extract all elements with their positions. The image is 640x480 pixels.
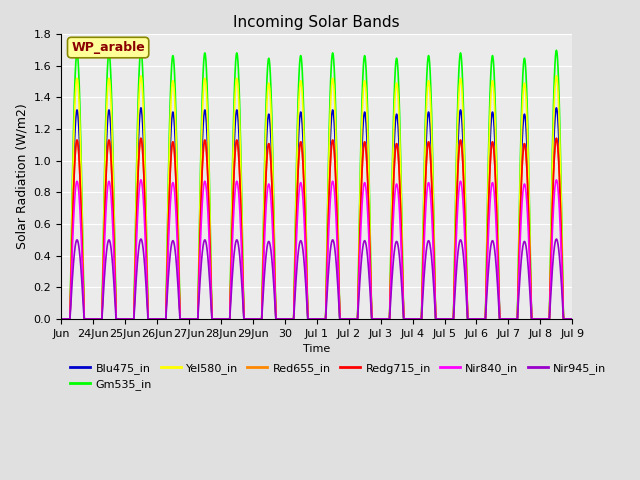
Gm535_in xyxy=(369,316,377,322)
Gm535_in xyxy=(355,239,363,244)
Yel580_in xyxy=(369,316,377,322)
Blu475_in xyxy=(552,105,560,111)
Line: Gm535_in: Gm535_in xyxy=(61,50,572,319)
Redg715_in xyxy=(568,316,576,322)
Yel580_in xyxy=(298,81,305,86)
Yel580_in xyxy=(355,246,363,252)
Nir840_in xyxy=(552,177,560,183)
Blu475_in xyxy=(298,112,305,118)
Red655_in xyxy=(552,135,560,141)
Yel580_in xyxy=(447,316,455,322)
Nir945_in xyxy=(369,316,377,322)
Redg715_in xyxy=(57,316,65,322)
Yel580_in xyxy=(57,316,65,322)
Yel580_in xyxy=(75,95,83,101)
Blu475_in xyxy=(447,316,455,322)
Blu475_in xyxy=(568,316,576,322)
Red655_in xyxy=(447,316,455,322)
Red655_in xyxy=(57,316,65,322)
Nir840_in xyxy=(57,316,65,322)
Title: Incoming Solar Bands: Incoming Solar Bands xyxy=(234,15,400,30)
Nir945_in xyxy=(57,316,65,322)
Redg715_in xyxy=(552,135,560,141)
Nir840_in xyxy=(298,181,305,187)
Yel580_in xyxy=(568,316,576,322)
Nir945_in xyxy=(253,316,261,322)
Red655_in xyxy=(75,152,83,157)
Y-axis label: Solar Radiation (W/m2): Solar Radiation (W/m2) xyxy=(15,104,28,250)
Legend: Blu475_in, Gm535_in, Yel580_in, Red655_in, Redg715_in, Nir840_in, Nir945_in: Blu475_in, Gm535_in, Yel580_in, Red655_i… xyxy=(67,360,610,393)
Redg715_in xyxy=(298,141,305,147)
Line: Red655_in: Red655_in xyxy=(61,138,572,319)
Redg715_in xyxy=(75,152,83,157)
Nir840_in xyxy=(75,190,83,195)
Red655_in xyxy=(568,316,576,322)
Blu475_in xyxy=(355,255,363,261)
Gm535_in xyxy=(298,56,305,61)
X-axis label: Time: Time xyxy=(303,344,330,354)
Nir945_in xyxy=(75,243,83,249)
Red655_in xyxy=(253,316,261,322)
Nir840_in xyxy=(568,316,576,322)
Nir945_in xyxy=(298,239,305,244)
Yel580_in xyxy=(552,73,560,79)
Nir945_in xyxy=(355,293,363,299)
Line: Nir840_in: Nir840_in xyxy=(61,180,572,319)
Gm535_in xyxy=(75,72,83,77)
Red655_in xyxy=(369,316,377,322)
Nir945_in xyxy=(447,316,455,322)
Line: Nir945_in: Nir945_in xyxy=(61,239,572,319)
Redg715_in xyxy=(355,264,363,270)
Nir945_in xyxy=(552,236,560,242)
Gm535_in xyxy=(568,316,576,322)
Line: Yel580_in: Yel580_in xyxy=(61,76,572,319)
Nir945_in xyxy=(568,316,576,322)
Redg715_in xyxy=(447,316,455,322)
Blu475_in xyxy=(369,316,377,322)
Line: Blu475_in: Blu475_in xyxy=(61,108,572,319)
Blu475_in xyxy=(75,124,83,130)
Gm535_in xyxy=(552,48,560,53)
Nir840_in xyxy=(447,316,455,322)
Gm535_in xyxy=(57,316,65,322)
Redg715_in xyxy=(369,316,377,322)
Redg715_in xyxy=(253,316,261,322)
Gm535_in xyxy=(447,316,455,322)
Blu475_in xyxy=(57,316,65,322)
Line: Redg715_in: Redg715_in xyxy=(61,138,572,319)
Gm535_in xyxy=(253,316,261,322)
Nir840_in xyxy=(253,316,261,322)
Nir840_in xyxy=(369,316,377,322)
Red655_in xyxy=(298,141,305,147)
Yel580_in xyxy=(253,316,261,322)
Blu475_in xyxy=(253,316,261,322)
Nir840_in xyxy=(355,276,363,282)
Text: WP_arable: WP_arable xyxy=(71,41,145,54)
Red655_in xyxy=(355,264,363,270)
